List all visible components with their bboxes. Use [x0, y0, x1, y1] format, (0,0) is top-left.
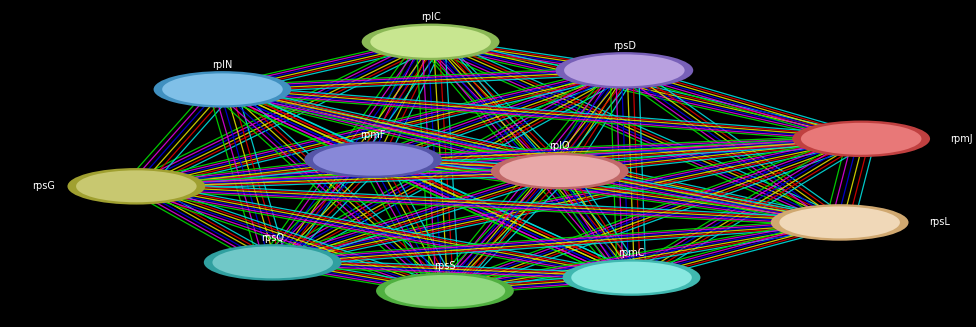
- Text: rpmC: rpmC: [618, 248, 645, 258]
- Circle shape: [500, 155, 620, 187]
- Circle shape: [67, 168, 205, 205]
- Text: rpsS: rpsS: [434, 261, 456, 271]
- Circle shape: [153, 71, 292, 108]
- Circle shape: [213, 246, 333, 278]
- Circle shape: [771, 204, 909, 241]
- Circle shape: [491, 153, 629, 189]
- Circle shape: [571, 262, 692, 294]
- Circle shape: [562, 259, 701, 296]
- Text: rpsD: rpsD: [613, 41, 635, 51]
- Circle shape: [801, 123, 921, 155]
- Text: rplQ: rplQ: [549, 141, 570, 151]
- Circle shape: [376, 273, 513, 309]
- Circle shape: [204, 244, 342, 281]
- Circle shape: [555, 52, 693, 89]
- Text: rpsL: rpsL: [928, 217, 950, 228]
- Text: rpsG: rpsG: [31, 181, 55, 191]
- Text: rplN: rplN: [213, 60, 232, 70]
- Text: rpmJ: rpmJ: [951, 134, 973, 144]
- Circle shape: [162, 73, 283, 105]
- Circle shape: [564, 54, 684, 86]
- Text: rpmF: rpmF: [360, 130, 386, 140]
- Circle shape: [780, 206, 900, 238]
- Circle shape: [76, 170, 196, 202]
- Circle shape: [370, 26, 491, 58]
- Text: rplC: rplC: [421, 12, 440, 22]
- Text: rpsQ: rpsQ: [262, 232, 284, 243]
- Circle shape: [385, 275, 506, 307]
- Circle shape: [362, 24, 500, 60]
- Circle shape: [313, 144, 433, 176]
- Circle shape: [793, 121, 930, 157]
- Circle shape: [305, 142, 442, 178]
